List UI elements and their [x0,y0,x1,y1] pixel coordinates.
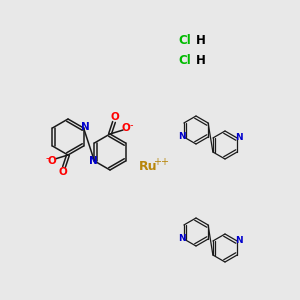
Text: N: N [81,122,89,133]
Text: N: N [178,234,186,243]
Text: O: O [111,112,119,122]
Text: O: O [58,167,68,177]
Text: H: H [196,34,206,46]
Text: ++: ++ [153,157,169,167]
Text: N: N [235,133,242,142]
Text: N: N [178,132,186,141]
Text: -: - [45,153,49,163]
Text: O: O [122,123,130,133]
Text: N: N [235,236,242,245]
Text: Cl: Cl [178,53,191,67]
Text: H: H [196,53,206,67]
Text: Cl: Cl [178,34,191,46]
Text: O: O [48,156,56,166]
Text: -: - [129,120,133,130]
Text: N: N [88,155,97,166]
Text: Ru: Ru [139,160,157,173]
